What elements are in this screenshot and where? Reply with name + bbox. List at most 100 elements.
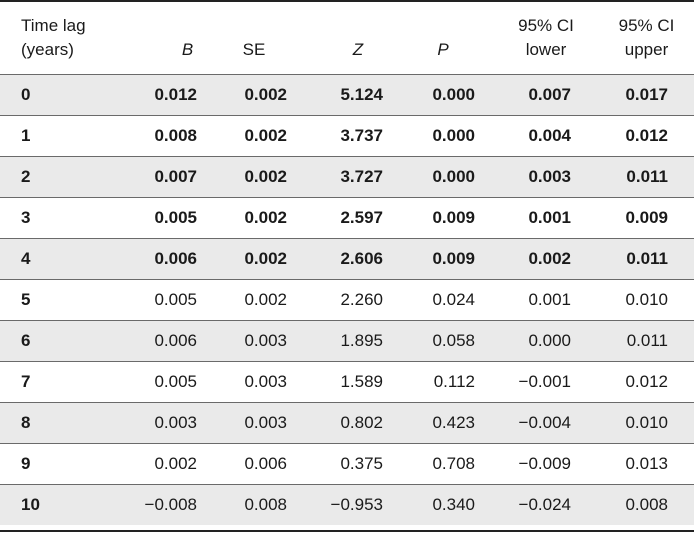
cell-ci-upper: 0.008 xyxy=(593,484,694,525)
cell-ci-lower: −0.024 xyxy=(483,484,593,525)
header-ci-upper-line1: 95% CI xyxy=(618,15,675,35)
cell-time-lag: 3 xyxy=(0,197,110,239)
cell-p: 0.000 xyxy=(393,74,483,116)
cell-p: 0.009 xyxy=(393,238,483,280)
cell-ci-lower: −0.001 xyxy=(483,361,593,403)
cell-z: 1.589 xyxy=(293,361,393,403)
cell-p: 0.112 xyxy=(393,361,483,403)
cell-p: 0.024 xyxy=(393,279,483,321)
cell-ci-lower: −0.009 xyxy=(483,443,593,485)
cell-time-lag: 2 xyxy=(0,156,110,198)
header-ci-lower-line2: lower xyxy=(525,39,567,59)
cell-se: 0.002 xyxy=(205,197,293,239)
cell-time-lag: 9 xyxy=(0,443,110,485)
header-ci-upper: 95% CI upper xyxy=(593,2,694,75)
cell-z: 2.597 xyxy=(293,197,393,239)
header-p: P xyxy=(393,2,483,75)
table-body: 0 0.012 0.002 5.124 0.000 0.007 0.017 1 … xyxy=(0,74,694,525)
cell-ci-lower: 0.002 xyxy=(483,238,593,280)
cell-z: 3.727 xyxy=(293,156,393,198)
cell-p: 0.058 xyxy=(393,320,483,362)
cell-p: 0.708 xyxy=(393,443,483,485)
table-row: 9 0.002 0.006 0.375 0.708 −0.009 0.013 xyxy=(0,443,694,485)
cell-ci-lower: 0.001 xyxy=(483,197,593,239)
cell-ci-upper: 0.013 xyxy=(593,443,694,485)
cell-z: 0.375 xyxy=(293,443,393,485)
cell-ci-upper: 0.010 xyxy=(593,279,694,321)
table-row: 3 0.005 0.002 2.597 0.009 0.001 0.009 xyxy=(0,197,694,239)
cell-time-lag: 5 xyxy=(0,279,110,321)
cell-time-lag: 0 xyxy=(0,74,110,116)
cell-ci-upper: 0.009 xyxy=(593,197,694,239)
cell-b: 0.005 xyxy=(110,361,205,403)
header-time-lag: Time lag (years) xyxy=(0,2,110,75)
header-se-label: SE xyxy=(242,39,266,59)
cell-z: 0.802 xyxy=(293,402,393,444)
cell-z: 2.606 xyxy=(293,238,393,280)
table-row: 10 −0.008 0.008 −0.953 0.340 −0.024 0.00… xyxy=(0,484,694,525)
cell-se: 0.002 xyxy=(205,238,293,280)
header-b: B xyxy=(110,2,205,75)
cell-p: 0.000 xyxy=(393,156,483,198)
table-row: 8 0.003 0.003 0.802 0.423 −0.004 0.010 xyxy=(0,402,694,444)
regression-results-table: Time lag (years) B SE Z P 95% CI lower 9… xyxy=(0,2,694,525)
table-header: Time lag (years) B SE Z P 95% CI lower 9… xyxy=(0,2,694,75)
table-row: 6 0.006 0.003 1.895 0.058 0.000 0.011 xyxy=(0,320,694,362)
cell-b: 0.005 xyxy=(110,279,205,321)
cell-se: 0.002 xyxy=(205,115,293,157)
cell-ci-lower: 0.003 xyxy=(483,156,593,198)
header-row: Time lag (years) B SE Z P 95% CI lower 9… xyxy=(0,2,694,75)
cell-b: 0.006 xyxy=(110,320,205,362)
cell-ci-upper: 0.012 xyxy=(593,115,694,157)
cell-p: 0.009 xyxy=(393,197,483,239)
header-p-label: P xyxy=(437,39,449,59)
cell-time-lag: 7 xyxy=(0,361,110,403)
cell-se: 0.008 xyxy=(205,484,293,525)
cell-se: 0.006 xyxy=(205,443,293,485)
cell-z: 5.124 xyxy=(293,74,393,116)
table-row: 1 0.008 0.002 3.737 0.000 0.004 0.012 xyxy=(0,115,694,157)
cell-se: 0.003 xyxy=(205,320,293,362)
cell-se: 0.002 xyxy=(205,156,293,198)
cell-b: 0.007 xyxy=(110,156,205,198)
cell-b: 0.006 xyxy=(110,238,205,280)
table-row: 5 0.005 0.002 2.260 0.024 0.001 0.010 xyxy=(0,279,694,321)
table-row: 2 0.007 0.002 3.727 0.000 0.003 0.011 xyxy=(0,156,694,198)
cell-se: 0.002 xyxy=(205,74,293,116)
cell-b: 0.005 xyxy=(110,197,205,239)
header-ci-lower-line1: 95% CI xyxy=(518,15,574,35)
table-row: 0 0.012 0.002 5.124 0.000 0.007 0.017 xyxy=(0,74,694,116)
cell-p: 0.000 xyxy=(393,115,483,157)
cell-p: 0.423 xyxy=(393,402,483,444)
cell-b: 0.008 xyxy=(110,115,205,157)
cell-b: 0.002 xyxy=(110,443,205,485)
table-row: 7 0.005 0.003 1.589 0.112 −0.001 0.012 xyxy=(0,361,694,403)
cell-time-lag: 10 xyxy=(0,484,110,525)
header-ci-upper-line2: upper xyxy=(624,39,669,59)
cell-time-lag: 1 xyxy=(0,115,110,157)
cell-ci-upper: 0.010 xyxy=(593,402,694,444)
table-row: 4 0.006 0.002 2.606 0.009 0.002 0.011 xyxy=(0,238,694,280)
cell-z: 2.260 xyxy=(293,279,393,321)
header-time-lag-line1: Time lag xyxy=(21,15,86,35)
cell-ci-upper: 0.011 xyxy=(593,320,694,362)
cell-ci-upper: 0.011 xyxy=(593,156,694,198)
header-b-label: B xyxy=(181,39,194,59)
cell-se: 0.003 xyxy=(205,361,293,403)
cell-z: 1.895 xyxy=(293,320,393,362)
cell-b: 0.003 xyxy=(110,402,205,444)
cell-time-lag: 4 xyxy=(0,238,110,280)
cell-se: 0.002 xyxy=(205,279,293,321)
cell-b: 0.012 xyxy=(110,74,205,116)
header-ci-lower: 95% CI lower xyxy=(483,2,593,75)
cell-z: −0.953 xyxy=(293,484,393,525)
cell-ci-upper: 0.011 xyxy=(593,238,694,280)
table-top-rule xyxy=(0,0,694,2)
cell-ci-lower: 0.007 xyxy=(483,74,593,116)
header-z-label: Z xyxy=(352,39,364,59)
cell-ci-upper: 0.017 xyxy=(593,74,694,116)
table-bottom-rule xyxy=(0,530,694,532)
cell-ci-lower: 0.004 xyxy=(483,115,593,157)
cell-ci-lower: 0.000 xyxy=(483,320,593,362)
cell-ci-lower: 0.001 xyxy=(483,279,593,321)
